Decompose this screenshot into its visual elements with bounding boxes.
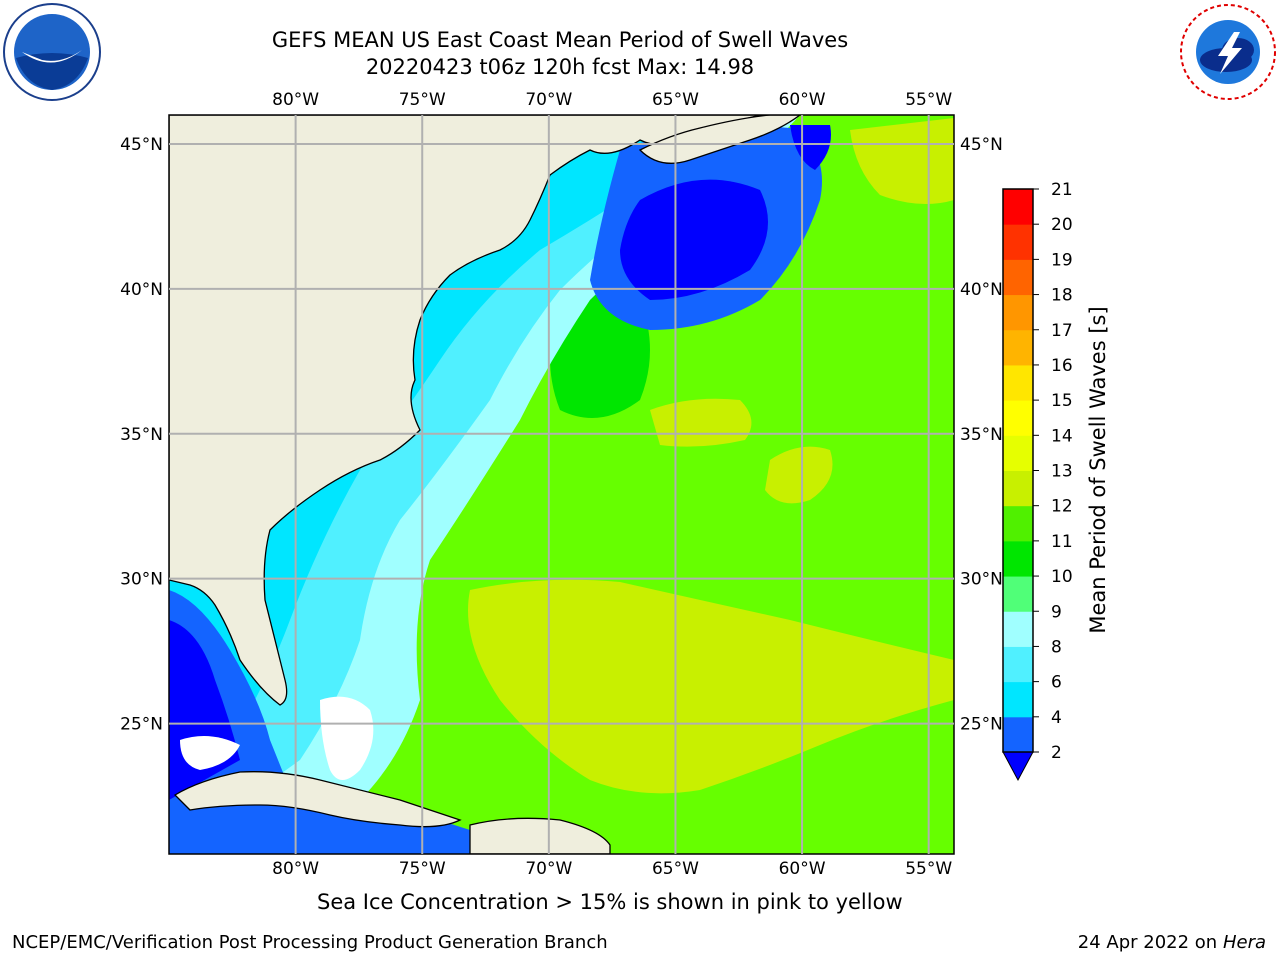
colorbar-tick-label: 18 [1051, 286, 1073, 306]
colorbar-tick-label: 8 [1051, 637, 1062, 657]
colorbar-tick-label: 21 [1051, 180, 1073, 200]
footer-date: 24 Apr 2022 on Hera [1078, 932, 1266, 953]
map-frame [168, 114, 955, 855]
lat-tick-label: 25°N [960, 715, 1003, 735]
lat-tick-label: 40°N [960, 280, 1003, 300]
lon-tick-label: 65°W [652, 90, 699, 110]
no-data-bahamas [320, 696, 374, 780]
colorbar-segment [1003, 540, 1033, 577]
colorbar-segment [1003, 329, 1033, 366]
colorbar-segment [1003, 576, 1033, 612]
colorbar-extend-arrow [1002, 751, 1034, 782]
colorbar-tick-label: 2 [1051, 743, 1062, 763]
land-north-america [169, 115, 761, 706]
colorbar: 2 4 6 8 9 10 11 12 13 14 15 16 17 18 19 20 21 [1002, 180, 1073, 782]
colorbar-segment [1003, 400, 1033, 436]
colorbar-segment [1003, 294, 1033, 331]
colorbar-tick-label: 19 [1051, 250, 1073, 270]
lat-tick-label: 35°N [120, 425, 163, 445]
lon-tick-label: 60°W [779, 859, 826, 879]
lat-tick-label: 45°N [120, 135, 163, 155]
lat-tick-label: 35°N [960, 425, 1003, 445]
colorbar-tick-label: 12 [1051, 497, 1073, 517]
colorbar-segment [1003, 189, 1033, 225]
colorbar-tick-label: 9 [1051, 602, 1062, 622]
footer-credit: NCEP/EMC/Verification Post Processing Pr… [12, 932, 608, 953]
swell-region-under2s-canada [790, 125, 831, 170]
lon-tick-label: 60°W [779, 90, 826, 110]
lat-tick-label: 30°N [960, 570, 1003, 590]
colorbar-tick-label: 16 [1051, 356, 1073, 376]
swell-region-under2s-northeast [620, 179, 768, 300]
lon-tick-label: 70°W [525, 90, 572, 110]
colorbar-tick-label: 20 [1051, 215, 1073, 235]
colorbar-tick-label: 13 [1051, 462, 1073, 482]
swell-region-12s-south [468, 579, 954, 794]
land-nova-scotia [638, 115, 802, 164]
lat-tick-label: 45°N [960, 135, 1003, 155]
colorbar-segment [1003, 435, 1033, 471]
lon-tick-label: 75°W [399, 859, 446, 879]
lon-tick-label: 80°W [272, 90, 319, 110]
colorbar-tick-label: 15 [1051, 391, 1073, 411]
lat-tick-label: 40°N [120, 280, 163, 300]
lat-tick-label: 30°N [120, 570, 163, 590]
lon-tick-label: 55°W [905, 90, 952, 110]
colorbar-tick-label: 6 [1051, 673, 1062, 693]
lat-tick-label: 25°N [120, 715, 163, 735]
colorbar-segment [1003, 224, 1033, 260]
no-data-cuba-north [180, 736, 240, 770]
colorbar-segment [1003, 611, 1033, 647]
colorbar-tick-label: 4 [1051, 708, 1062, 728]
noaa-logo [3, 3, 101, 101]
land-cuba [173, 771, 462, 828]
lon-tick-label: 80°W [272, 859, 319, 879]
colorbar-segment [1003, 470, 1033, 507]
lon-tick-label: 75°W [399, 90, 446, 110]
swell-region-12s-east [765, 446, 833, 504]
colorbar-segment [1003, 259, 1033, 296]
chart-title: GEFS MEAN US East Coast Mean Period of S… [271, 28, 849, 52]
colorbar-segment [1003, 646, 1033, 683]
colorbar-segment [1003, 681, 1033, 718]
footer-machine: Hera [1222, 932, 1266, 953]
swell-region-12s-north [650, 398, 752, 447]
colorbar-tick-label: 17 [1051, 321, 1073, 341]
colorbar-tick-label: 11 [1051, 532, 1073, 552]
colorbar-segment [1003, 505, 1033, 542]
footer-date-text: 24 Apr 2022 on [1077, 932, 1218, 953]
colorbar-segment [1003, 716, 1033, 753]
colorbar-tick-label: 14 [1051, 426, 1073, 446]
nws-logo [1180, 4, 1276, 100]
graticule [169, 115, 954, 854]
colorbar-segment [1003, 364, 1033, 401]
lon-tick-label: 70°W [525, 859, 572, 879]
colorbar-tick-label: 10 [1051, 567, 1073, 587]
chart-subtitle: 20220423 t06z 120h fcst Max: 14.98 [365, 55, 755, 79]
lon-tick-label: 65°W [652, 859, 699, 879]
lon-tick-label: 55°W [905, 859, 952, 879]
land-hispaniola [469, 817, 611, 854]
colorbar-label: Mean Period of Swell Waves [s] [1086, 306, 1110, 634]
map-tick-labels: 80°W 80°W 75°W 75°W 70°W 70°W 65°W 65°W 60°W 60°W… [120, 90, 1003, 879]
map-caption: Sea Ice Concentration > 15% is shown in … [317, 890, 903, 914]
swell-region-caribbean [169, 790, 470, 854]
